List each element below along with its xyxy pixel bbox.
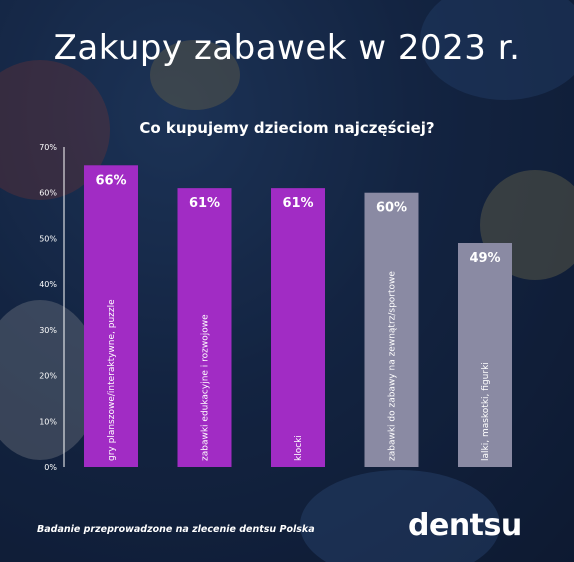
background-toy-shape [0, 300, 100, 460]
bar-value-label: 66% [95, 173, 126, 188]
background-toy-shape [300, 470, 500, 562]
footnote: Badanie przeprowadzone na zlecenie dents… [37, 524, 315, 535]
y-tick-label: 20% [39, 372, 57, 381]
bar-value-label: 60% [376, 201, 407, 216]
y-tick-label: 70% [39, 143, 57, 152]
chart-title: Co kupujemy dzieciom najczęściej? [139, 119, 435, 137]
bar-value-label: 49% [469, 251, 500, 266]
bar-value-label: 61% [282, 196, 313, 211]
bar [364, 192, 419, 467]
bar-category-label: gry planszowe/interaktywne, puzzle [107, 299, 117, 461]
bar-category-label: zabawki do zabawy na zewnątrz/sportowe [388, 271, 398, 461]
bar-category-label: zabawki edukacyjne i rozwojowe [201, 314, 211, 461]
y-tick-label: 10% [39, 417, 57, 426]
bar [271, 188, 325, 467]
y-tick-label: 50% [39, 234, 57, 243]
page-title: Zakupy zabawek w 2023 r. [53, 28, 521, 68]
bar [458, 243, 512, 467]
bar-value-label: 61% [189, 196, 220, 211]
bar-category-label: lalki, maskotki, figurki [481, 362, 491, 461]
background-toy-shape [150, 40, 240, 110]
background-toy-shape [420, 0, 574, 100]
dentsu-logo: dentsu [408, 508, 522, 543]
y-tick-label: 30% [39, 326, 57, 335]
bar-category-label: klocki [294, 435, 304, 461]
y-tick-label: 40% [39, 280, 57, 289]
bar [177, 188, 232, 467]
y-tick-label: 60% [39, 189, 57, 198]
bar [84, 165, 138, 468]
y-tick-label: 0% [44, 463, 57, 472]
